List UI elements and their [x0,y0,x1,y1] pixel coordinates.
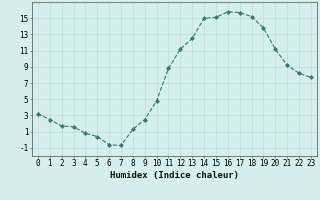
X-axis label: Humidex (Indice chaleur): Humidex (Indice chaleur) [110,171,239,180]
